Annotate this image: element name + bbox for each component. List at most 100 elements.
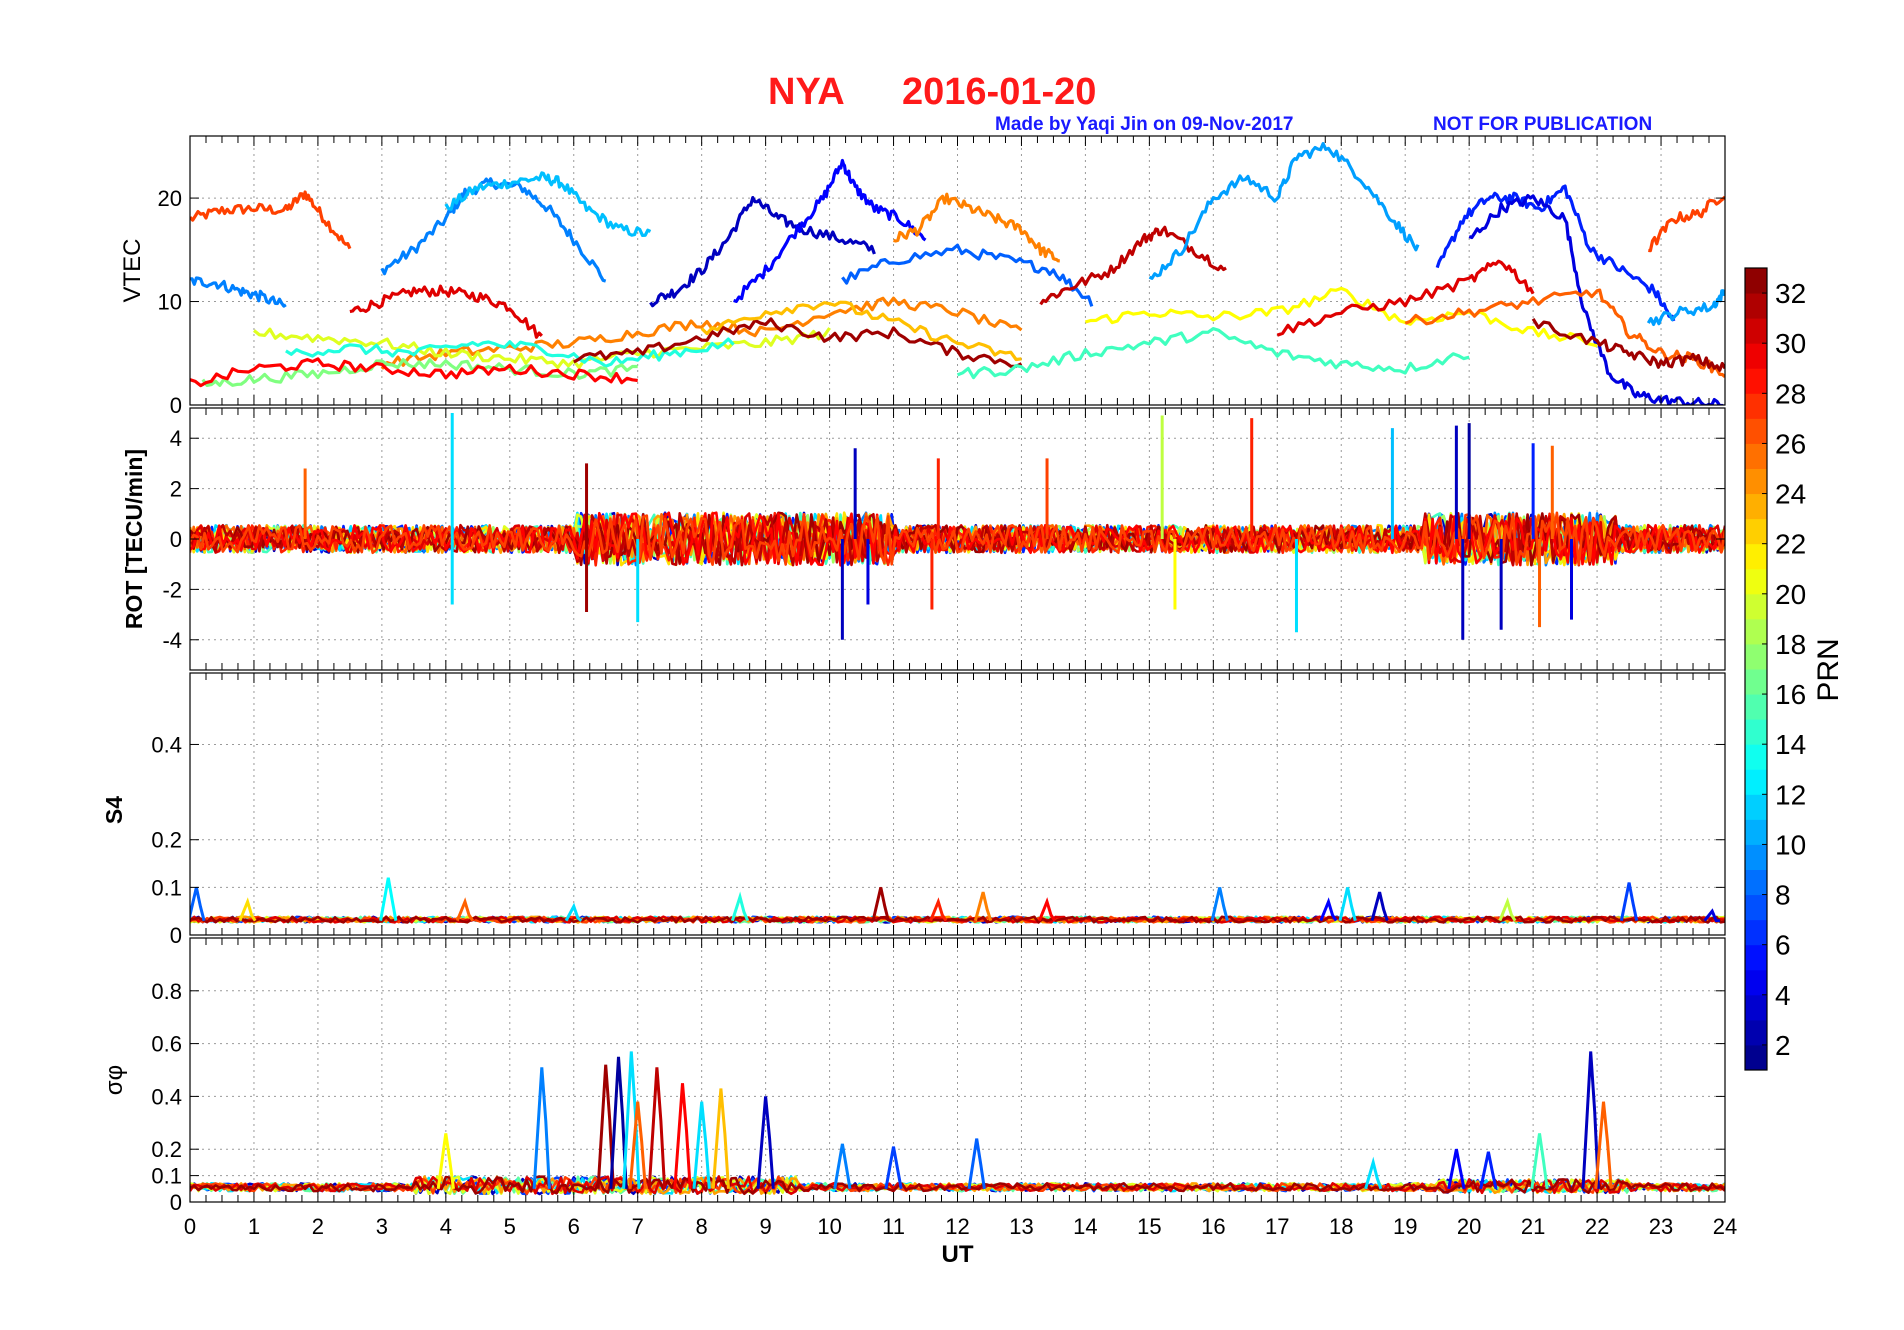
vtec-series-line	[190, 190, 352, 250]
sigma_phi-peak	[436, 1133, 455, 1190]
vtec-series-line	[190, 357, 638, 388]
x-tick-label: 21	[1521, 1214, 1545, 1239]
y-tick-label: 0	[170, 393, 182, 418]
s4-peak	[238, 897, 257, 922]
sigma_phi-peak	[532, 1067, 551, 1189]
figure-title-station: NYA	[768, 71, 845, 113]
vtec-series-line	[700, 300, 1022, 362]
colorbar-segment	[1745, 268, 1767, 294]
colorbar-tick-label: 28	[1775, 378, 1806, 409]
sigma_phi-peak	[1364, 1156, 1383, 1190]
vtec-series-line	[1148, 142, 1420, 280]
figure-watermark: NOT FOR PUBLICATION	[1433, 114, 1652, 135]
figure-title-date: 2016-01-20	[902, 71, 1096, 113]
x-tick-label: 12	[945, 1214, 969, 1239]
y-tick-label: 2	[170, 477, 182, 502]
x-tick-label: 14	[1073, 1214, 1097, 1239]
colorbar-tick-label: 14	[1775, 729, 1806, 760]
colorbar-segment	[1745, 468, 1767, 495]
x-tick-label: 16	[1201, 1214, 1225, 1239]
colorbar-segment	[1745, 919, 1767, 946]
sigma_phi-peak	[1479, 1151, 1498, 1190]
colorbar-segment	[1745, 418, 1767, 444]
vtec-series-line	[1531, 317, 1725, 372]
vtec-series-line	[649, 196, 876, 308]
x-tick-label: 1	[248, 1214, 260, 1239]
sigma_phi-peak	[628, 1101, 647, 1189]
x-tick-label: 15	[1137, 1214, 1161, 1239]
x-tick-label: 20	[1457, 1214, 1481, 1239]
colorbar-tick-label: 20	[1775, 579, 1806, 610]
vtec-series-line	[349, 284, 543, 339]
s4-peak	[1498, 897, 1517, 922]
y-tick-label: 0.2	[151, 828, 182, 853]
figure-credit: Made by Yaqi Jin on 09-Nov-2017	[995, 114, 1293, 135]
colorbar-segment	[1745, 618, 1767, 645]
colorbar-segment	[1745, 543, 1767, 570]
sigma_phi-peak	[967, 1138, 986, 1190]
colorbar-segment	[1745, 643, 1767, 670]
panel-s4: 0 0.1 0.2 0.4 S4	[101, 672, 1726, 948]
s4-peak	[1038, 897, 1056, 922]
rot-series-line	[190, 511, 1725, 567]
s4-peak	[1210, 887, 1229, 922]
x-tick-label: 17	[1265, 1214, 1289, 1239]
x-tick-label: 6	[568, 1214, 580, 1239]
x-tick-label: 24	[1713, 1214, 1737, 1239]
colorbar-label: PRN	[1812, 638, 1845, 701]
sigma_phi-peak	[833, 1143, 852, 1190]
sigma_phi-peak	[673, 1083, 692, 1189]
y-tick-label: -2	[162, 577, 182, 602]
x-tick-label: 18	[1329, 1214, 1353, 1239]
x-tick-label: 7	[632, 1214, 644, 1239]
colorbar-tick-label: 12	[1775, 779, 1806, 810]
x-tick-label: 22	[1585, 1214, 1609, 1239]
sigma_phi-peak	[1581, 1051, 1600, 1189]
vtec-series-line	[1646, 289, 1725, 326]
colorbar-segment	[1745, 518, 1767, 545]
colorbar-tick-label: 24	[1775, 479, 1806, 510]
y-tick-label: 0.6	[151, 1032, 182, 1057]
x-tick-label: 2	[312, 1214, 324, 1239]
x-tick-label: 4	[440, 1214, 452, 1239]
y-axis-label: S4	[101, 796, 127, 824]
colorbar-segment	[1745, 593, 1767, 620]
x-tick-label: 19	[1393, 1214, 1417, 1239]
colorbar-tick-label: 6	[1775, 930, 1791, 961]
x-tick-label: 11	[882, 1214, 905, 1239]
vtec-series-line	[1039, 225, 1227, 306]
sigma_phi-peak	[711, 1088, 730, 1189]
vtec-series-line	[1084, 286, 1598, 348]
sigma_phi-series-line	[190, 1175, 1725, 1195]
x-tick-label: 23	[1649, 1214, 1673, 1239]
y-tick-label: 0.2	[151, 1137, 182, 1162]
x-tick-label: 5	[504, 1214, 516, 1239]
colorbar-tick-label: 18	[1775, 629, 1806, 660]
vtec-series-line	[380, 177, 607, 283]
colorbar-segment	[1745, 393, 1767, 419]
sigma_phi-peak	[647, 1067, 667, 1189]
sigma_phi-peak	[622, 1051, 641, 1189]
y-tick-label: 20	[158, 186, 182, 211]
panel-rot: -4 -2 0 2 4 ROT [TECU/min]	[121, 407, 1726, 671]
vtec-series-line	[1435, 184, 1676, 322]
colorbar-tick-label: 8	[1775, 880, 1791, 911]
colorbar-segment	[1745, 969, 1767, 996]
x-tick-label: 13	[1009, 1214, 1033, 1239]
colorbar-segment	[1745, 318, 1767, 344]
colorbar-segment	[1745, 819, 1767, 845]
colorbar-tick-label: 32	[1775, 278, 1806, 309]
y-tick-label: 10	[158, 290, 182, 315]
colorbar-tick-label: 4	[1775, 980, 1791, 1011]
vtec-series-line	[1276, 259, 1535, 337]
y-tick-label: 0	[170, 527, 182, 552]
x-tick-label: 9	[760, 1214, 772, 1239]
colorbar-tick-label: 26	[1775, 428, 1806, 459]
colorbar-tick-label: 22	[1775, 529, 1806, 560]
vtec-series-line	[956, 327, 1470, 380]
colorbar-segment	[1745, 443, 1767, 469]
colorbar-segment	[1745, 894, 1767, 921]
y-tick-label: 0.8	[151, 979, 182, 1004]
